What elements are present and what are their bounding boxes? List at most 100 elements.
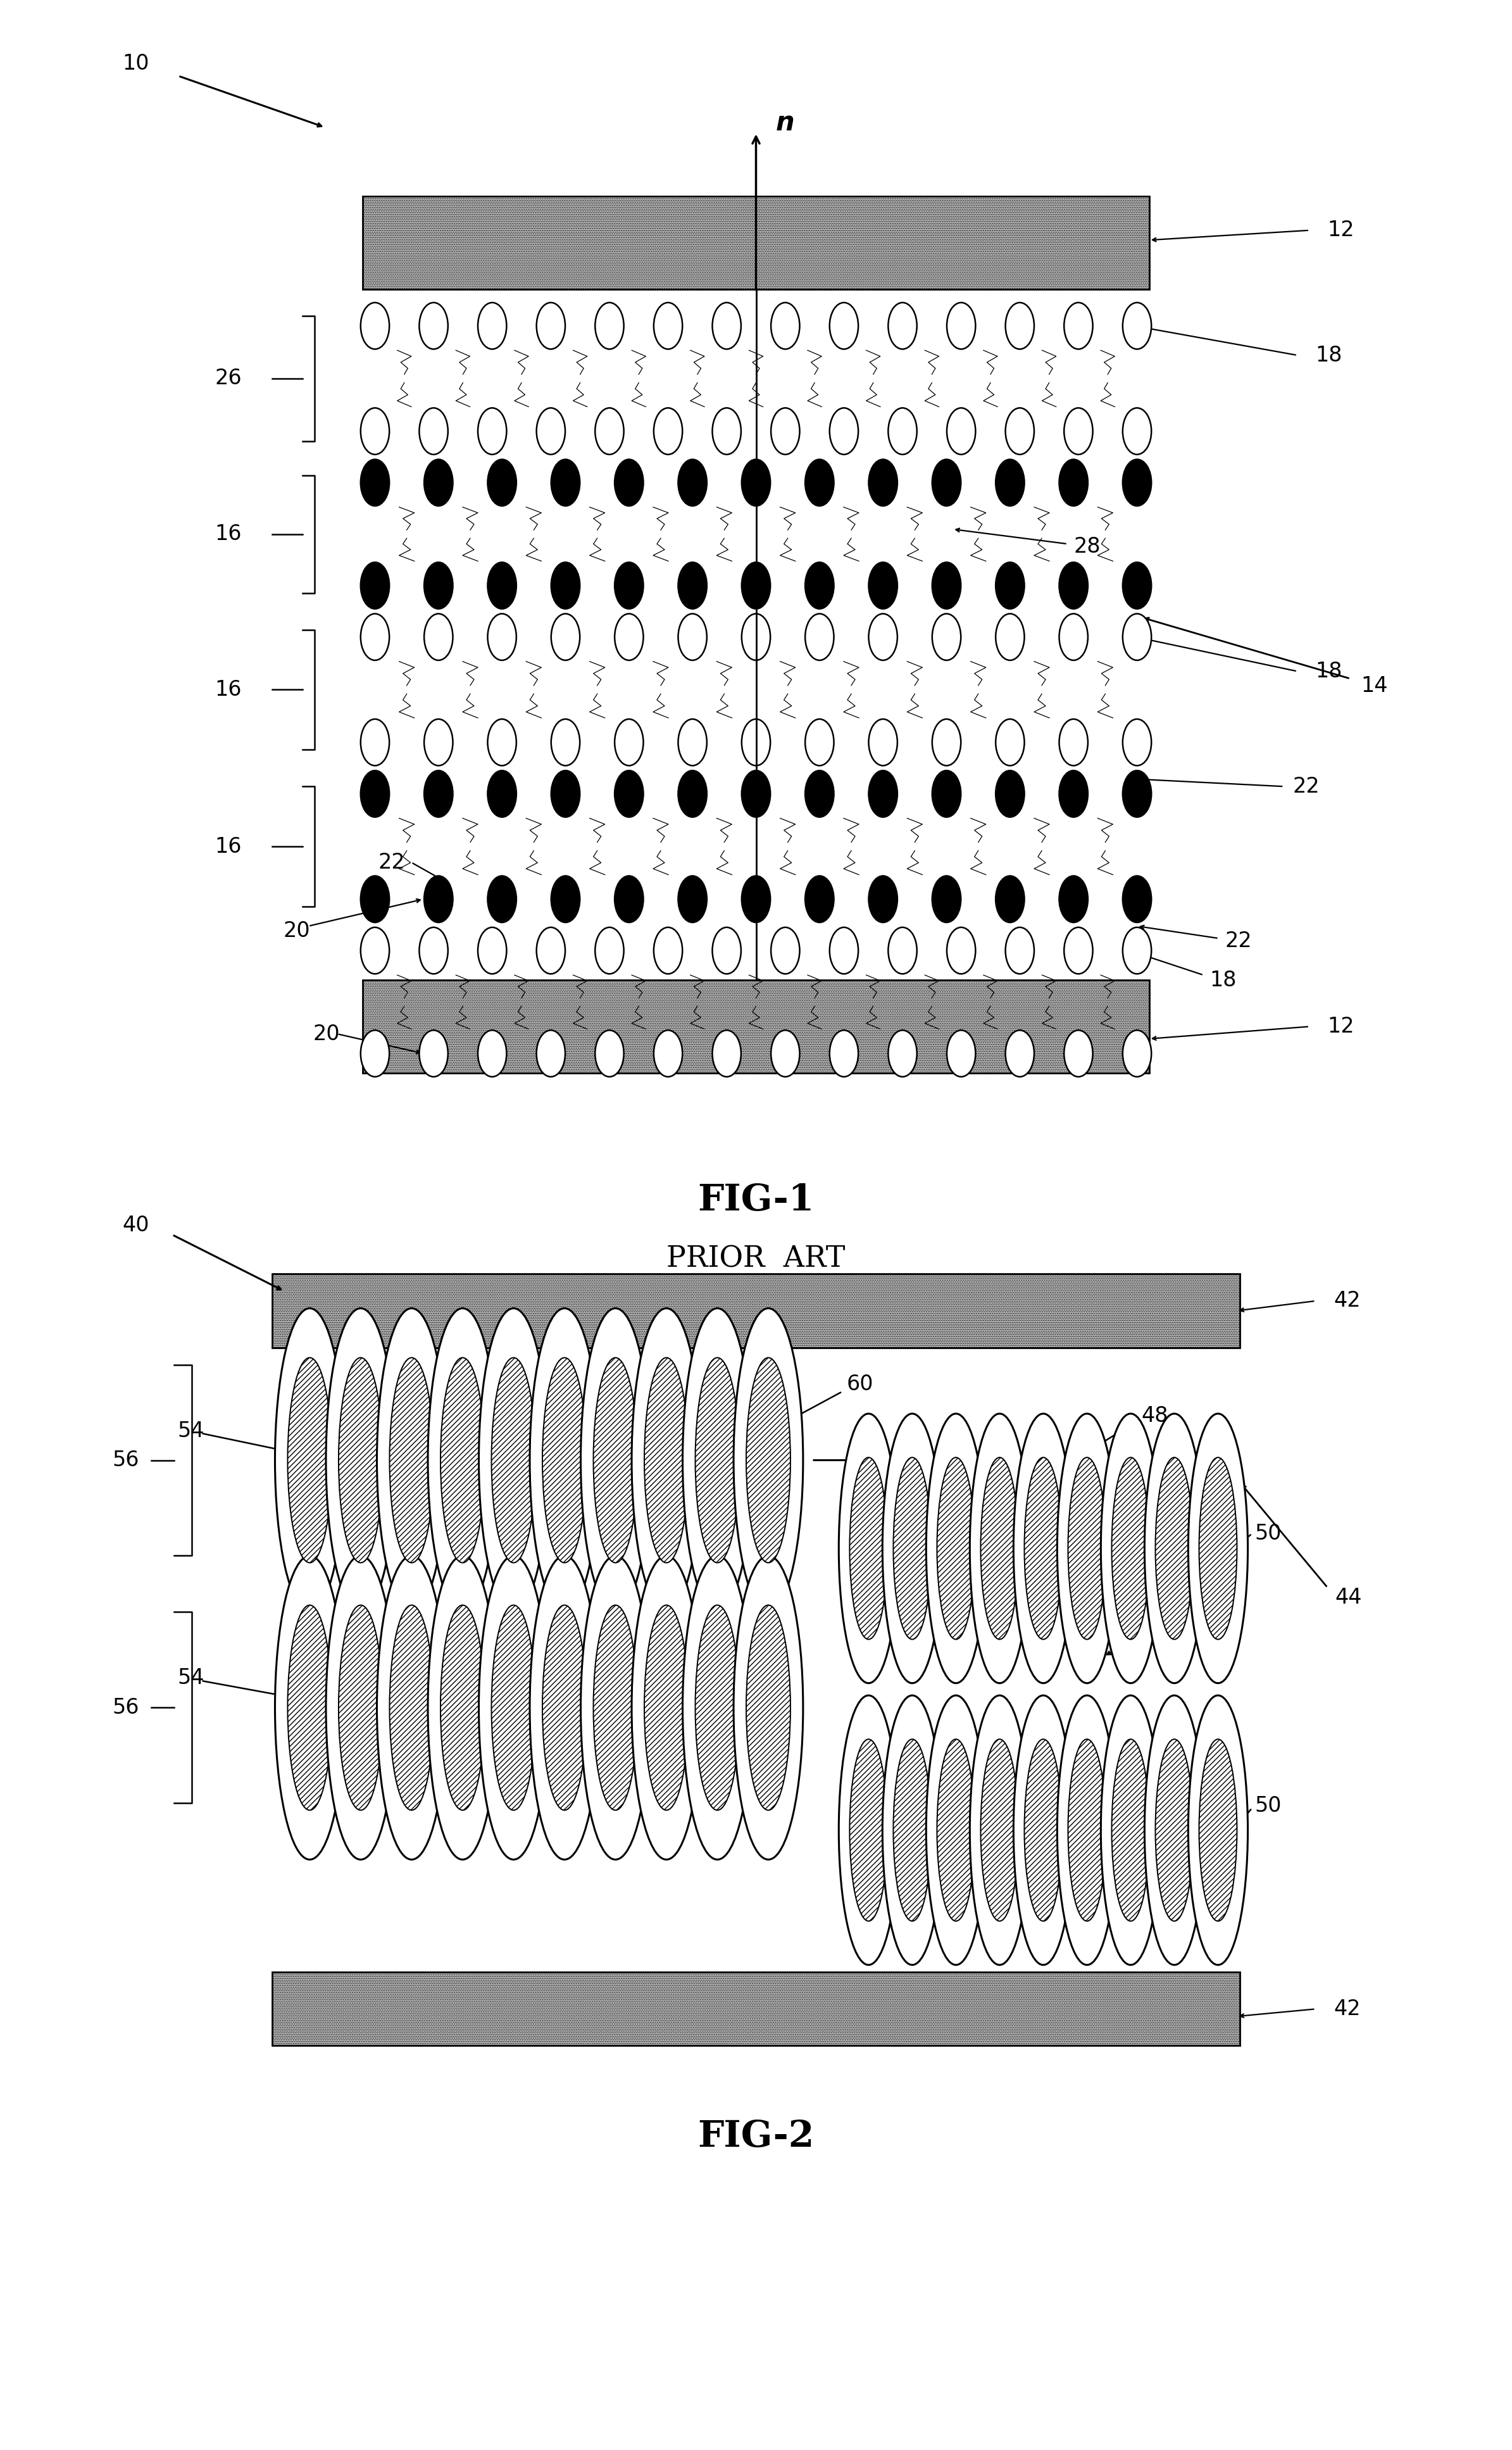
Bar — [363, 980, 1149, 1073]
Ellipse shape — [287, 1605, 331, 1811]
Bar — [363, 196, 1149, 289]
Circle shape — [712, 1031, 741, 1078]
Ellipse shape — [275, 1308, 345, 1612]
Circle shape — [677, 875, 708, 921]
Text: 12: 12 — [1328, 221, 1355, 240]
Text: 50: 50 — [1255, 1796, 1282, 1815]
Circle shape — [360, 875, 390, 921]
Circle shape — [487, 875, 517, 921]
Circle shape — [947, 301, 975, 348]
Ellipse shape — [593, 1357, 638, 1563]
Circle shape — [1058, 461, 1089, 505]
Ellipse shape — [339, 1357, 383, 1563]
Circle shape — [423, 769, 454, 816]
Text: 54: 54 — [177, 1668, 204, 1688]
Circle shape — [931, 769, 962, 816]
Ellipse shape — [581, 1308, 650, 1612]
Circle shape — [596, 929, 624, 973]
Circle shape — [360, 409, 390, 456]
Circle shape — [677, 564, 708, 608]
Circle shape — [487, 615, 517, 659]
Circle shape — [1064, 1031, 1093, 1078]
Circle shape — [614, 875, 644, 921]
Circle shape — [806, 564, 835, 608]
Circle shape — [550, 718, 581, 764]
Circle shape — [1122, 718, 1152, 764]
Circle shape — [596, 409, 624, 456]
Circle shape — [1122, 929, 1152, 973]
Ellipse shape — [428, 1308, 497, 1612]
Ellipse shape — [850, 1458, 888, 1639]
Ellipse shape — [747, 1605, 791, 1811]
Circle shape — [360, 461, 390, 505]
Circle shape — [868, 615, 898, 659]
Ellipse shape — [1188, 1414, 1247, 1683]
Circle shape — [537, 301, 565, 348]
Text: 20: 20 — [313, 1024, 340, 1044]
Ellipse shape — [440, 1605, 485, 1811]
Circle shape — [712, 301, 741, 348]
Circle shape — [1064, 301, 1093, 348]
Circle shape — [806, 718, 835, 764]
Circle shape — [478, 929, 507, 973]
Text: n: n — [933, 1448, 951, 1472]
Circle shape — [677, 718, 708, 764]
Ellipse shape — [327, 1308, 396, 1612]
Ellipse shape — [839, 1414, 898, 1683]
Ellipse shape — [1067, 1740, 1105, 1921]
Circle shape — [771, 301, 800, 348]
Circle shape — [614, 461, 644, 505]
Ellipse shape — [287, 1357, 331, 1563]
Circle shape — [550, 564, 581, 608]
Text: 56: 56 — [112, 1698, 139, 1717]
Text: 54: 54 — [177, 1421, 204, 1441]
Ellipse shape — [733, 1556, 803, 1860]
Circle shape — [996, 718, 1025, 764]
Text: 12: 12 — [1328, 1017, 1355, 1036]
Text: 42: 42 — [1334, 1999, 1361, 2019]
Text: 28: 28 — [1074, 537, 1101, 556]
Ellipse shape — [1067, 1458, 1105, 1639]
Circle shape — [1005, 301, 1034, 348]
Ellipse shape — [1188, 1695, 1247, 1965]
Text: 10: 10 — [122, 54, 150, 74]
Circle shape — [1058, 769, 1089, 816]
Circle shape — [653, 409, 682, 456]
Ellipse shape — [883, 1695, 942, 1965]
Circle shape — [614, 564, 644, 608]
Ellipse shape — [1024, 1458, 1063, 1639]
Text: PRIOR  ART: PRIOR ART — [667, 1245, 845, 1274]
Ellipse shape — [839, 1695, 898, 1965]
Circle shape — [931, 875, 962, 921]
Circle shape — [712, 929, 741, 973]
Circle shape — [419, 301, 448, 348]
Ellipse shape — [339, 1605, 383, 1811]
Circle shape — [741, 461, 771, 505]
Circle shape — [771, 409, 800, 456]
Circle shape — [996, 564, 1025, 608]
Circle shape — [596, 301, 624, 348]
Ellipse shape — [1057, 1695, 1117, 1965]
Ellipse shape — [644, 1357, 688, 1563]
Circle shape — [537, 1031, 565, 1078]
Ellipse shape — [376, 1556, 446, 1860]
Circle shape — [806, 461, 835, 505]
Circle shape — [931, 461, 962, 505]
Circle shape — [360, 615, 390, 659]
Ellipse shape — [927, 1414, 986, 1683]
Circle shape — [653, 301, 682, 348]
Circle shape — [360, 301, 390, 348]
Circle shape — [741, 564, 771, 608]
Text: 42: 42 — [1334, 1291, 1361, 1311]
Ellipse shape — [543, 1605, 587, 1811]
Ellipse shape — [479, 1556, 549, 1860]
Circle shape — [931, 564, 962, 608]
Ellipse shape — [632, 1308, 702, 1612]
Circle shape — [550, 615, 581, 659]
Circle shape — [931, 718, 962, 764]
Ellipse shape — [937, 1740, 975, 1921]
Ellipse shape — [390, 1357, 434, 1563]
Circle shape — [830, 929, 859, 973]
Circle shape — [614, 769, 644, 816]
Circle shape — [1122, 409, 1152, 456]
